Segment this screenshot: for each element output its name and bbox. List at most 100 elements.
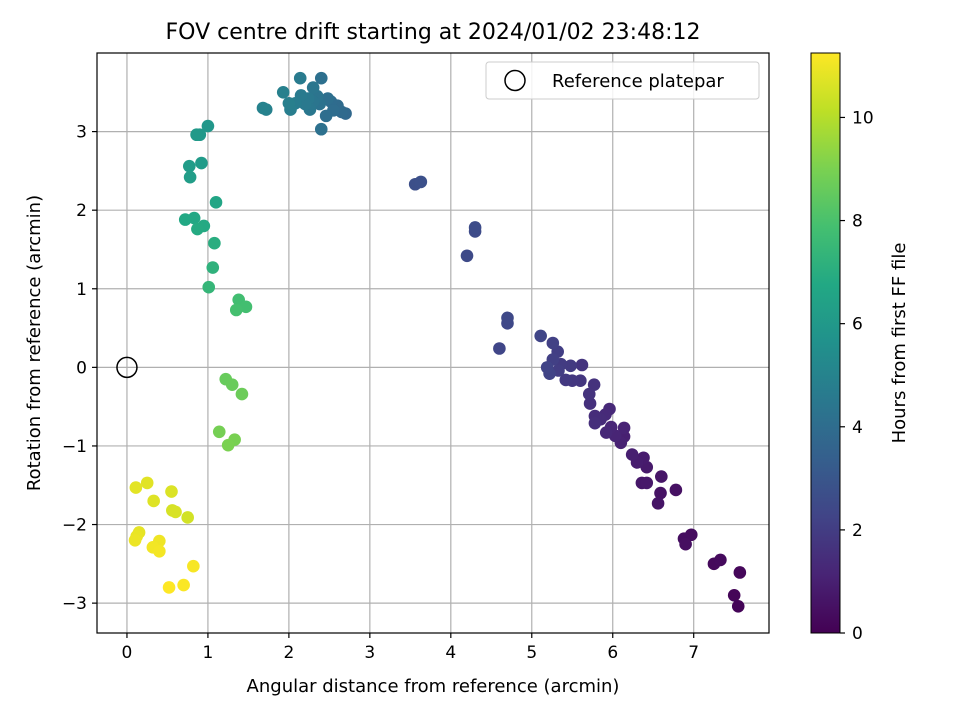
data-point	[225, 378, 239, 391]
colorbar-ticks: 0 2 4 6 8 10	[840, 108, 874, 644]
colorbar-label: Hours from first FF file	[889, 243, 910, 444]
x-tick-label: 0	[122, 643, 133, 663]
data-points	[128, 71, 747, 613]
data-point	[212, 425, 226, 439]
data-point	[235, 387, 249, 401]
data-point	[182, 159, 196, 173]
data-point	[147, 494, 160, 508]
data-point	[731, 599, 745, 613]
data-point	[587, 378, 601, 391]
data-point	[195, 156, 208, 170]
y-axis-ticks: −3 −2 −1 0 1 2 3	[62, 123, 97, 614]
colorbar-tick-label: 8	[852, 212, 863, 232]
data-point	[654, 486, 667, 500]
x-axis-label: Angular distance from reference (arcmin)	[247, 676, 620, 697]
data-point	[583, 397, 597, 410]
data-point	[540, 361, 554, 374]
data-point	[276, 85, 290, 99]
legend-entry-reference: Reference platepar	[552, 71, 724, 92]
data-point	[208, 236, 221, 250]
y-tick-label: 3	[76, 123, 87, 143]
colorbar-tick-label: 6	[852, 315, 863, 335]
data-point	[679, 537, 692, 551]
data-point	[564, 359, 577, 373]
data-point	[617, 421, 631, 435]
data-point	[169, 505, 182, 519]
data-point	[140, 476, 154, 490]
data-point	[640, 476, 654, 490]
data-point	[669, 483, 683, 497]
colorbar-gradient	[810, 52, 841, 634]
data-point	[468, 221, 482, 234]
y-tick-label: −2	[62, 516, 87, 536]
data-point	[190, 128, 203, 142]
data-point	[314, 122, 328, 136]
colorbar-tick-label: 10	[852, 108, 874, 128]
data-point	[187, 559, 200, 573]
legend: Reference platepar	[485, 61, 760, 100]
x-tick-label: 4	[445, 643, 456, 663]
data-point	[727, 588, 741, 602]
data-point	[588, 416, 602, 430]
data-point	[282, 96, 296, 110]
data-point	[714, 553, 727, 567]
data-point	[239, 300, 253, 314]
data-point	[178, 213, 192, 226]
legend-marker-icon	[504, 69, 526, 92]
chart-title: FOV centre drift starting at 2024/01/02 …	[166, 20, 701, 45]
x-tick-label: 1	[203, 643, 214, 663]
data-point	[599, 426, 613, 439]
data-point	[306, 81, 320, 94]
data-point	[534, 329, 547, 343]
data-point	[177, 578, 190, 592]
data-point	[206, 261, 220, 274]
data-point	[209, 196, 223, 209]
x-tick-label: 7	[688, 643, 699, 663]
data-point	[183, 170, 197, 184]
data-point	[501, 311, 514, 325]
colorbar: 0 2 4 6 8 10 Hours from first FF file	[810, 52, 910, 644]
y-tick-label: −3	[62, 594, 87, 614]
colorbar-tick-label: 4	[852, 418, 863, 438]
x-tick-label: 2	[283, 643, 294, 663]
x-tick-label: 3	[364, 643, 375, 663]
data-point	[460, 249, 474, 263]
data-point	[414, 175, 428, 189]
data-point	[191, 222, 204, 236]
data-point	[493, 342, 506, 355]
data-point	[733, 566, 747, 579]
data-point	[129, 481, 143, 494]
data-point	[181, 511, 194, 524]
reference-platepar-marker	[116, 356, 138, 379]
data-point	[546, 336, 560, 350]
data-point	[559, 373, 573, 387]
x-tick-label: 6	[607, 643, 618, 663]
y-axis-label: Rotation from reference (arcmin)	[24, 195, 45, 491]
legend-box	[485, 61, 760, 100]
y-tick-label: 2	[76, 201, 87, 221]
data-point	[319, 109, 333, 123]
colorbar-tick-label: 2	[852, 521, 863, 541]
data-point	[221, 438, 235, 452]
data-point	[128, 533, 142, 547]
data-point	[201, 119, 215, 133]
plot-frame	[96, 52, 770, 634]
data-point	[651, 497, 665, 510]
x-axis-ticks: 0 1 2 3 4 5 6 7	[122, 633, 699, 663]
data-point	[202, 280, 216, 294]
data-point	[293, 71, 307, 85]
colorbar-tick-label: 0	[852, 624, 863, 644]
data-point	[655, 470, 668, 483]
data-point	[314, 71, 328, 85]
data-point	[229, 303, 243, 317]
data-point	[162, 581, 176, 594]
grid-lines	[97, 53, 769, 633]
x-tick-label: 5	[526, 643, 537, 663]
data-point	[153, 544, 166, 558]
data-point	[165, 485, 178, 498]
y-tick-label: 1	[76, 280, 87, 300]
data-point	[575, 358, 589, 372]
data-point	[582, 387, 596, 401]
